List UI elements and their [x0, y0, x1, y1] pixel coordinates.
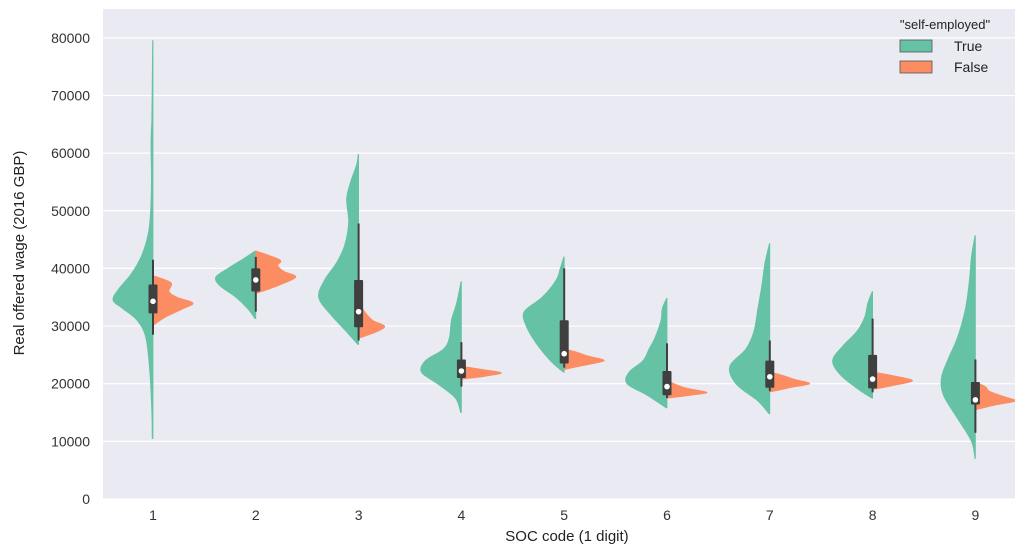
violin-true-8 [832, 291, 873, 399]
median-dot-6 [664, 383, 670, 390]
violin-false-5 [563, 348, 605, 370]
y-tick-label: 60000 [51, 145, 90, 161]
median-dot-2 [253, 277, 259, 283]
violin-true-6 [625, 298, 668, 409]
legend-title: "self-employed" [900, 17, 991, 32]
median-dot-7 [767, 373, 773, 380]
violin-true-5 [522, 256, 565, 373]
violin-true-1 [112, 40, 154, 439]
y-tick-label: 50000 [51, 203, 90, 219]
median-dot-8 [869, 376, 876, 382]
iqr-box-3 [354, 279, 364, 328]
violin-true-4 [420, 281, 462, 413]
y-tick-label: 10000 [51, 433, 90, 449]
violin-true-9 [940, 235, 976, 459]
x-tick-label: 5 [560, 507, 568, 523]
violin-true-2 [215, 250, 257, 319]
violin-true-3 [318, 153, 359, 345]
legend-label-true: True [954, 38, 982, 54]
x-tick-label: 6 [663, 507, 671, 523]
iqr-box-5 [559, 320, 569, 364]
y-tick-label: 0 [82, 491, 90, 507]
median-dot-9 [972, 397, 979, 403]
violin-false-8 [872, 371, 914, 390]
y-tick-label: 20000 [51, 376, 90, 392]
x-tick-label: 3 [355, 507, 363, 523]
iqr-box-8 [868, 354, 878, 389]
x-tick-label: 8 [869, 507, 877, 523]
violin-true-7 [728, 243, 771, 415]
violin-false-9 [975, 382, 1015, 410]
x-tick-label: 1 [149, 507, 157, 523]
median-dot-1 [150, 298, 156, 305]
y-tick-label: 80000 [51, 30, 90, 46]
x-tick-label: 9 [972, 507, 980, 523]
y-axis-label: Real offered wage (2016 GBP) [11, 151, 28, 356]
legend: "self-employed" True False [899, 17, 991, 75]
median-dot-3 [355, 308, 362, 315]
violin-false-7 [769, 371, 811, 393]
plot-area [103, 9, 1015, 499]
x-tick-label: 4 [458, 507, 466, 523]
violin-false-4 [461, 366, 502, 380]
x-tick-label: 2 [252, 507, 260, 523]
y-tick-label: 70000 [51, 87, 90, 103]
legend-swatch-true [899, 39, 933, 53]
y-tick-label: 40000 [51, 260, 90, 276]
legend-label-false: False [954, 59, 988, 75]
violin-false-2 [255, 250, 297, 294]
y-tick-label: 30000 [51, 318, 90, 334]
iqr-box-6 [662, 371, 672, 396]
violin-false-6 [666, 380, 708, 399]
median-dot-4 [458, 368, 465, 374]
median-dot-5 [561, 350, 567, 357]
x-tick-label: 7 [766, 507, 774, 523]
x-axis-label: SOC code (1 digit) [505, 528, 628, 545]
legend-swatch-false [899, 60, 933, 74]
violin-false-1 [152, 275, 194, 326]
